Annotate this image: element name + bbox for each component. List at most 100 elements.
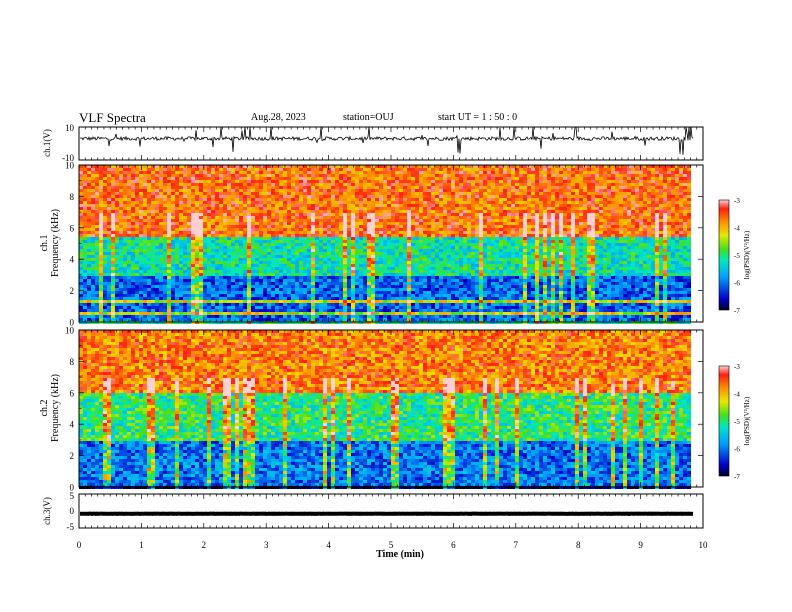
spectrogram-cell — [231, 198, 235, 201]
spectrogram-cell — [231, 240, 235, 243]
spectrogram-cell — [283, 309, 287, 312]
spectrogram-cell — [347, 237, 351, 240]
spectrogram-cell — [287, 249, 291, 252]
spectrogram-cell — [327, 237, 331, 240]
spectrogram-cell — [91, 270, 95, 273]
spectrogram-cell — [163, 294, 167, 297]
spectrogram-cell — [451, 261, 455, 264]
spectrogram-cell — [119, 231, 123, 234]
spectrogram-cell — [423, 315, 427, 318]
spectrogram-cell — [355, 231, 359, 234]
spectrogram-cell — [119, 168, 123, 171]
spectrogram-cell — [323, 255, 327, 258]
spectrogram-cell — [83, 294, 87, 297]
spectrogram-cell — [115, 195, 119, 198]
spectrogram-cell — [315, 267, 319, 270]
spectrogram-cell — [195, 222, 199, 225]
spectrogram-cell — [171, 240, 175, 243]
spectrogram-cell — [111, 294, 115, 297]
spectrogram-cell — [159, 237, 163, 240]
spectrogram-cell — [255, 252, 259, 255]
spectrogram-cell — [119, 198, 123, 201]
spectrogram-cell — [163, 258, 167, 261]
spectrogram-cell — [119, 180, 123, 183]
spectrogram-cell — [119, 165, 123, 168]
spectrogram-cell — [207, 201, 211, 204]
spectrogram-cell — [307, 219, 311, 222]
spectrogram-cell — [395, 297, 399, 300]
spectrogram-cell — [379, 243, 383, 246]
spectrogram-cell — [215, 186, 219, 189]
spectrogram-cell — [123, 210, 127, 213]
spectrogram-cell — [391, 303, 395, 306]
spectrogram-cell — [259, 288, 263, 291]
spectrogram-cell — [99, 273, 103, 276]
spectrogram-cell — [347, 288, 351, 291]
spectrogram-cell — [123, 198, 127, 201]
spectrogram-cell — [435, 282, 439, 285]
spectrogram-cell — [419, 168, 423, 171]
spectrogram-cell — [355, 243, 359, 246]
spectrogram-cell — [211, 294, 215, 297]
spectrogram-cell — [111, 267, 115, 270]
spectrogram-cell — [319, 174, 323, 177]
spectrogram-cell — [155, 168, 159, 171]
spectrogram-cell — [271, 246, 275, 249]
spectrogram-cell — [391, 276, 395, 279]
spectrogram-cell — [99, 318, 103, 321]
spectrogram-cell — [167, 231, 171, 234]
spectrogram-cell — [315, 282, 319, 285]
spectrogram-cell — [195, 219, 199, 222]
spectrogram-cell — [375, 279, 379, 282]
spectrogram-cell — [451, 186, 455, 189]
spectrogram-cell — [423, 261, 427, 264]
spectrogram-cell — [91, 261, 95, 264]
spectrogram-cell — [247, 261, 251, 264]
spectrogram-cell — [91, 240, 95, 243]
spectrogram-cell — [399, 285, 403, 288]
spectrogram-cell — [407, 168, 411, 171]
spectrogram-cell — [303, 312, 307, 315]
spectrogram-cell — [115, 192, 119, 195]
spectrogram-cell — [123, 219, 127, 222]
spectrogram-cell — [231, 318, 235, 321]
spectrogram-cell — [347, 216, 351, 219]
spectrogram-cell — [383, 300, 387, 303]
spectrogram-cell — [199, 237, 203, 240]
spectrogram-cell — [119, 300, 123, 303]
spectrogram-cell — [91, 249, 95, 252]
spectrogram-cell — [123, 267, 127, 270]
spectrogram-cell — [239, 273, 243, 276]
spectrogram-cell — [355, 165, 359, 168]
spectrogram-cell — [235, 309, 239, 312]
spectrogram-cell — [387, 240, 391, 243]
spectrogram-cell — [351, 300, 355, 303]
spectrogram-cell — [419, 261, 423, 264]
spectrogram-cell — [143, 297, 147, 300]
spectrogram-cell — [451, 243, 455, 246]
spectrogram-cell — [287, 291, 291, 294]
spectrogram-cell — [403, 213, 407, 216]
spectrogram-cell — [211, 270, 215, 273]
spectrogram-cell — [347, 174, 351, 177]
spectrogram-cell — [307, 195, 311, 198]
spectrogram-cell — [143, 168, 147, 171]
spectrogram-cell — [239, 210, 243, 213]
spectrogram-cell — [335, 279, 339, 282]
spectrogram-cell — [83, 210, 87, 213]
spectrogram-cell — [355, 276, 359, 279]
spectrogram-cell — [243, 210, 247, 213]
spectrogram-cell — [131, 195, 135, 198]
spectrogram-cell — [451, 246, 455, 249]
spectrogram-cell — [199, 309, 203, 312]
spectrogram-cell — [439, 237, 443, 240]
spectrogram-cell — [435, 246, 439, 249]
spectrogram-cell — [119, 282, 123, 285]
spectrogram-cell — [379, 297, 383, 300]
spectrogram-cell — [311, 300, 315, 303]
spectrogram-cell — [279, 168, 283, 171]
spectrogram-cell — [443, 195, 447, 198]
spectrogram-cell — [411, 186, 415, 189]
spectrogram-cell — [231, 309, 235, 312]
spectrogram-cell — [359, 198, 363, 201]
